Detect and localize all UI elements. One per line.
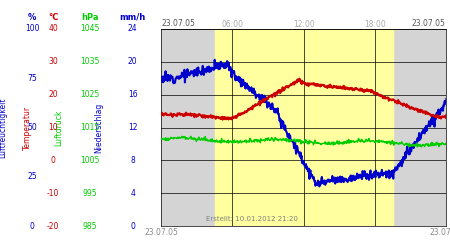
Text: hPa: hPa [81,13,99,22]
Bar [215,29,393,226]
Text: 12: 12 [128,123,138,132]
Text: 23.07.05: 23.07.05 [412,18,446,28]
Text: 0: 0 [51,156,55,165]
Text: -20: -20 [47,222,59,231]
Text: 23.07.05: 23.07.05 [162,18,196,28]
Text: Erstellt: 10.01.2012 21:20: Erstellt: 10.01.2012 21:20 [207,216,298,222]
Text: °C: °C [48,13,58,22]
Text: 20: 20 [128,57,138,66]
Text: 1025: 1025 [81,90,99,99]
Text: 985: 985 [83,222,97,231]
Text: 40: 40 [48,24,58,33]
Text: 75: 75 [27,74,37,82]
Text: mm/h: mm/h [120,13,146,22]
Text: %: % [28,13,36,22]
Text: 1045: 1045 [80,24,100,33]
Text: 0: 0 [30,222,35,231]
Text: Luftdruck: Luftdruck [54,109,63,146]
Text: 8: 8 [130,156,135,165]
Text: Niederschlag: Niederschlag [94,102,104,152]
Text: 0: 0 [130,222,135,231]
Text: 100: 100 [25,24,40,33]
Text: 30: 30 [48,57,58,66]
Text: 1005: 1005 [80,156,100,165]
Text: 1015: 1015 [81,123,99,132]
Text: 50: 50 [27,123,37,132]
Text: -10: -10 [47,189,59,198]
Text: 24: 24 [128,24,138,33]
Text: 995: 995 [83,189,97,198]
Text: Luftfeuchtigkeit: Luftfeuchtigkeit [0,97,7,158]
Text: 20: 20 [48,90,58,99]
Text: 16: 16 [128,90,138,99]
Text: 4: 4 [130,189,135,198]
Text: 10: 10 [48,123,58,132]
Text: 1035: 1035 [80,57,100,66]
Text: Temperatur: Temperatur [23,106,32,150]
Text: 25: 25 [27,172,37,182]
